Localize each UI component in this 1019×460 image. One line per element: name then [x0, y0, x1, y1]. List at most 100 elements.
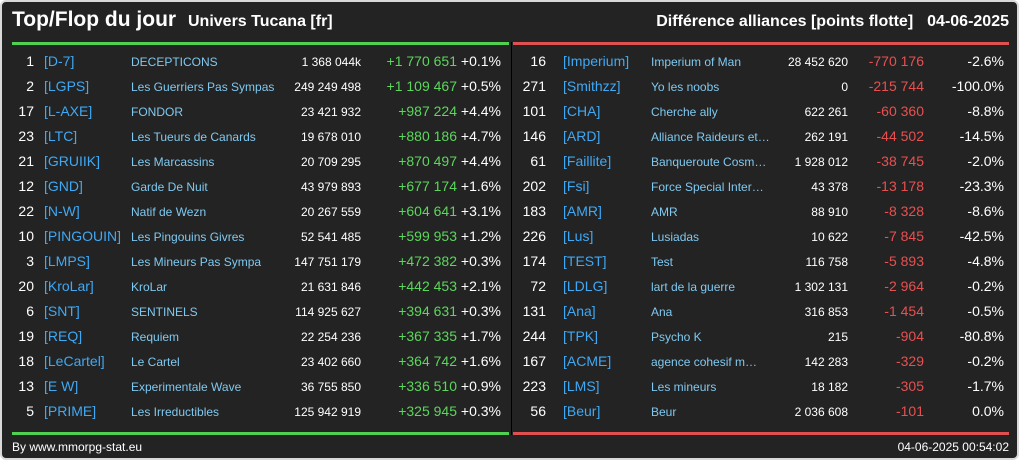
alliance-tag-link[interactable]: [LTC] — [44, 128, 78, 144]
alliance-tag-link[interactable]: [PINGOUIN] — [44, 228, 122, 244]
column-separator — [511, 42, 512, 435]
alliance-tag-link[interactable]: [D-7] — [44, 53, 75, 69]
header-date: 04-06-2025 — [927, 13, 1009, 30]
percent-cell: 0.0% — [972, 403, 1004, 419]
delta-cell: -8 328 — [884, 203, 924, 219]
delta-cell: -2 964 — [884, 278, 924, 294]
alliance-tag-link[interactable]: [CHA] — [563, 103, 601, 119]
rank-cell: 6 — [26, 303, 34, 319]
points-cell: 21 631 846 — [300, 280, 361, 294]
rank-cell: 18 — [18, 353, 34, 369]
rank-cell: 61 — [530, 153, 546, 169]
delta-cell: +364 742 — [398, 353, 457, 369]
alliance-tag-link[interactable]: [LDLG] — [563, 278, 608, 294]
alliance-name-link[interactable]: Les Tueurs de Canards — [131, 130, 256, 144]
alliance-tag-link[interactable]: [Smithzz] — [563, 78, 621, 94]
percent-cell: -80.8% — [959, 328, 1004, 344]
percent-cell: +0.5% — [460, 78, 501, 94]
alliance-name-link[interactable]: SENTINELS — [131, 305, 198, 319]
alliance-name-link[interactable]: Lusiadas — [651, 230, 700, 244]
alliance-tag-link[interactable]: [L-AXE] — [44, 103, 93, 119]
alliance-name-link[interactable]: Beur — [651, 405, 677, 419]
alliance-name-link[interactable]: Cherche ally — [651, 105, 718, 119]
alliance-name-link[interactable]: Ana — [651, 305, 673, 319]
alliance-tag-link[interactable]: [GRUIIK] — [44, 153, 101, 169]
alliance-tag-link[interactable]: [KroLar] — [44, 278, 94, 294]
delta-cell: +1 770 651 — [386, 53, 457, 69]
rank-cell: 16 — [530, 53, 546, 69]
alliance-name-link[interactable]: Natif de Wezn — [131, 205, 207, 219]
alliance-name-link[interactable]: Garde De Nuit — [131, 180, 208, 194]
alliance-name-link[interactable]: FONDOR — [131, 105, 183, 119]
alliance-tag-link[interactable]: [Imperium] — [563, 53, 630, 69]
table-row: 61 [Faillite] Banqueroute Cosm… 1 928 012 -3… — [513, 150, 1009, 175]
rank-cell: 19 — [18, 328, 34, 344]
alliance-tag-link[interactable]: [REQ] — [44, 328, 83, 344]
alliance-tag-link[interactable]: [ACME] — [563, 353, 612, 369]
alliance-tag-link[interactable]: [LGPS] — [44, 78, 90, 94]
delta-cell: -7 845 — [884, 228, 924, 244]
alliance-name-link[interactable]: Force Special Inter… — [651, 180, 764, 194]
alliance-tag-link[interactable]: [N-W] — [44, 203, 80, 219]
percent-cell: +1.6% — [460, 178, 501, 194]
alliance-name-link[interactable]: Banqueroute Cosm… — [651, 155, 767, 169]
alliance-name-link[interactable]: Yo les noobs — [651, 80, 720, 94]
alliance-name-link[interactable]: Les Mineurs Pas Sympa — [131, 255, 262, 269]
header-right: Différence alliances [points flotte] 04-0… — [656, 13, 1009, 31]
alliance-name-link[interactable]: AMR — [651, 205, 678, 219]
alliance-tag-link[interactable]: [Beur] — [563, 403, 601, 419]
alliance-name-link[interactable]: DECEPTICONS — [131, 55, 218, 69]
alliance-name-link[interactable]: Les Pingouins Givres — [131, 230, 245, 244]
alliance-tag-link[interactable]: [Fsi] — [563, 178, 590, 194]
delta-cell: -13 178 — [876, 178, 924, 194]
alliance-tag-link[interactable]: [AMR] — [563, 203, 602, 219]
alliance-name-link[interactable]: agence cohesif m… — [651, 355, 758, 369]
percent-cell: +4.7% — [460, 128, 501, 144]
alliance-tag-link[interactable]: [LMPS] — [44, 253, 90, 269]
alliance-tag-link[interactable]: [E W] — [44, 378, 79, 394]
alliance-name-link[interactable]: Requiem — [131, 330, 180, 344]
rank-cell: 13 — [18, 378, 34, 394]
percent-cell: +1.7% — [460, 328, 501, 344]
points-cell: 2 036 608 — [794, 405, 848, 419]
alliance-tag-link[interactable]: [TPK] — [563, 328, 599, 344]
percent-cell: -4.8% — [967, 253, 1004, 269]
alliance-tag-link[interactable]: [ARD] — [563, 128, 601, 144]
alliance-tag-link[interactable]: [LeCartel] — [44, 353, 105, 369]
alliance-name-link[interactable]: Les Guerriers Pas Sympas — [131, 80, 275, 94]
rank-cell: 226 — [522, 228, 546, 244]
alliance-tag-link[interactable]: [Ana] — [563, 303, 596, 319]
alliance-tag-link[interactable]: [GND] — [44, 178, 83, 194]
alliance-tag-link[interactable]: [PRIME] — [44, 403, 97, 419]
alliance-name-link[interactable]: Experimentale Wave — [131, 380, 242, 394]
points-cell: 23 421 932 — [300, 105, 361, 119]
flop-table: 16 [Imperium] Imperium of Man 28 452 620 -77… — [513, 50, 1009, 425]
alliance-name-link[interactable]: Les Marcassins — [131, 155, 215, 169]
rank-cell: 167 — [522, 353, 546, 369]
points-cell: 147 751 179 — [294, 255, 361, 269]
delta-cell: +880 186 — [398, 128, 457, 144]
alliance-name-link[interactable]: Psycho K — [651, 330, 702, 344]
alliance-tag-link[interactable]: [TEST] — [563, 253, 607, 269]
points-cell: 1 368 044k — [301, 55, 361, 69]
source-credit: By www.mmorpg-stat.eu — [12, 440, 143, 454]
delta-cell: +325 945 — [398, 403, 457, 419]
alliance-name-link[interactable]: Les Irreductibles — [131, 405, 220, 419]
rank-cell: 17 — [18, 103, 34, 119]
alliance-tag-link[interactable]: [Faillite] — [563, 153, 612, 169]
table-row: 56 [Beur] Beur 2 036 608 -101 0.0% — [513, 400, 1009, 425]
alliance-tag-link[interactable]: [Lus] — [563, 228, 594, 244]
alliance-name-link[interactable]: Test — [651, 255, 674, 269]
alliance-name-link[interactable]: Alliance Raideurs et… — [651, 130, 770, 144]
points-cell: 28 452 620 — [787, 55, 848, 69]
rank-cell: 3 — [26, 253, 34, 269]
alliance-name-link[interactable]: Imperium of Man — [651, 55, 742, 69]
alliance-name-link[interactable]: Les mineurs — [651, 380, 717, 394]
alliance-name-link[interactable]: KroLar — [131, 280, 168, 294]
alliance-tag-link[interactable]: [LMS] — [563, 378, 600, 394]
points-cell: 142 283 — [804, 355, 848, 369]
alliance-tag-link[interactable]: [SNT] — [44, 303, 80, 319]
alliance-name-link[interactable]: lart de la guerre — [651, 280, 736, 294]
percent-cell: +4.4% — [460, 153, 501, 169]
alliance-name-link[interactable]: Le Cartel — [131, 355, 180, 369]
